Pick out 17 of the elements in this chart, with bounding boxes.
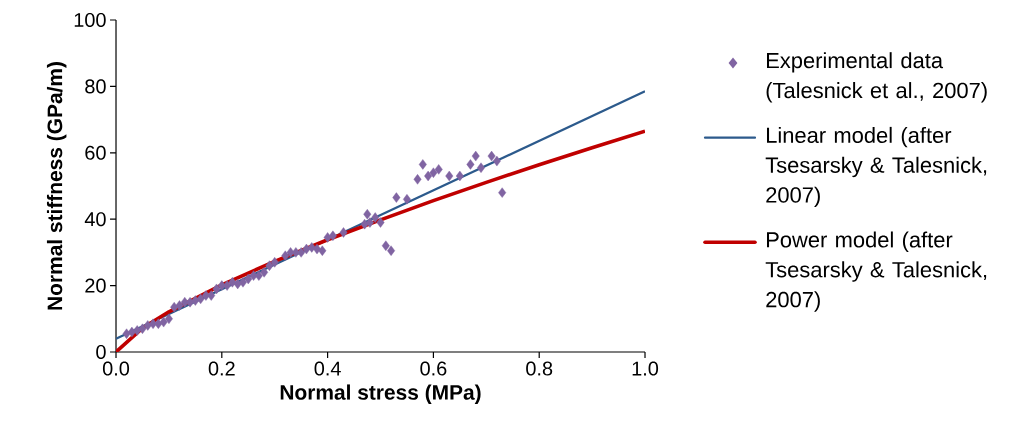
x-axis-title: Normal stress (MPa) (280, 384, 481, 404)
y-tick-label: 100 (74, 12, 106, 28)
y-tick-label: 0 (96, 344, 106, 360)
y-tick-label: 60 (85, 145, 106, 160)
y-axis-title: Normal stiffness (GPa/m) (46, 62, 67, 310)
y-tick-label: 40 (84, 212, 106, 227)
legend-label: Power model (after Tsesarsky & Talesnick, 2007) (765, 231, 987, 312)
y-tick-label: 20 (85, 278, 106, 293)
x-tick-label: 0.4 (314, 361, 341, 376)
x-tick-label: 1.0 (632, 361, 659, 376)
x-tick-label: 0.2 (208, 361, 235, 376)
legend-label: Linear model (after Tsesarsky & Talesnick, 2007) (765, 126, 987, 208)
x-tick-label: 0.6 (420, 361, 447, 376)
x-tick-label: 0.0 (102, 361, 130, 376)
legend-label: Experimental data (Talesnick et al., 2007) (766, 52, 987, 103)
x-tick-label: 0.8 (526, 361, 553, 376)
y-tick-label: 80 (85, 79, 106, 94)
